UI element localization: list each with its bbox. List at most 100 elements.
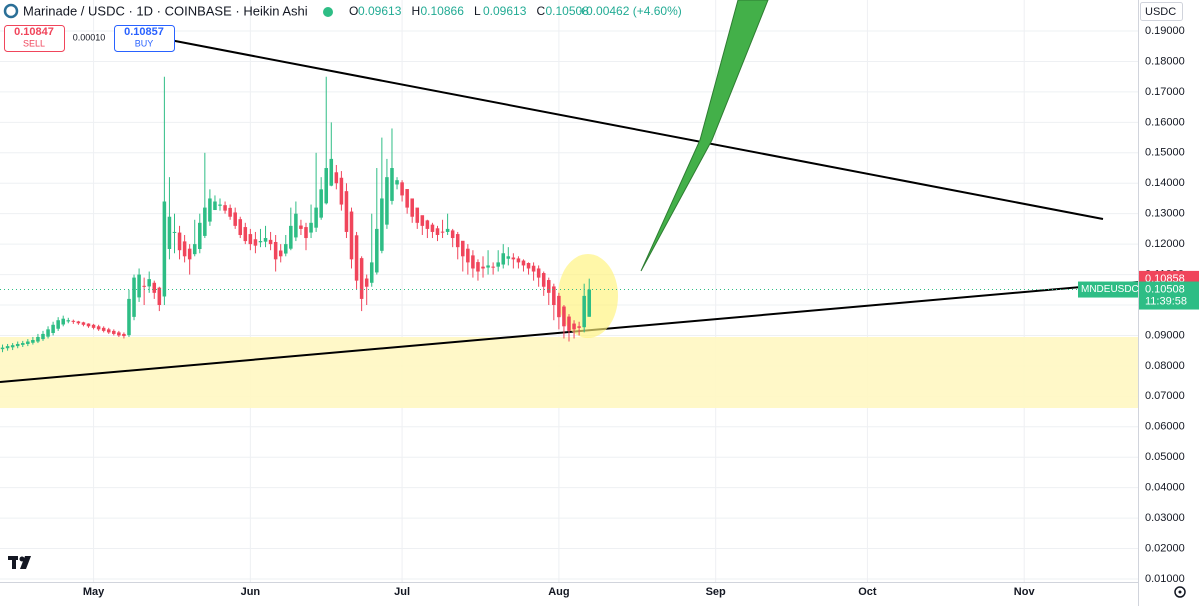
candle-body — [557, 295, 561, 318]
candle-body — [31, 340, 35, 343]
candle-body — [526, 262, 531, 269]
candle-body — [46, 329, 50, 337]
symbol: MNDEUSDC — [1081, 284, 1139, 295]
candle-body — [496, 262, 500, 267]
candle-body — [283, 244, 288, 254]
y-tick-label: 0.03000 — [1145, 512, 1185, 524]
status-dot — [323, 7, 333, 17]
candle-body — [516, 258, 521, 263]
last-price: 0.10508 — [1145, 283, 1185, 295]
x-tick-label: Sep — [706, 586, 726, 598]
candle-body — [501, 253, 506, 265]
settings-icon[interactable] — [1174, 586, 1186, 598]
candle-body — [71, 320, 76, 322]
candle-body — [385, 177, 389, 225]
legend-key: O — [349, 4, 358, 18]
candle-body — [294, 213, 298, 238]
candle-body — [147, 279, 151, 287]
candle-body — [137, 274, 141, 298]
candle-body — [450, 230, 455, 239]
candle-body — [263, 238, 268, 242]
sell-label[interactable]: SELL — [23, 38, 45, 48]
candle-body — [56, 320, 60, 329]
y-tick-label: 0.04000 — [1145, 482, 1185, 494]
candle-body — [122, 333, 126, 337]
candle-body — [572, 323, 576, 330]
legend-value: 0.09613 — [358, 4, 402, 18]
y-tick-label: 0.09000 — [1145, 329, 1185, 341]
chart-title: Marinade / USDC · 1D · COINBASE · Heikin… — [23, 3, 308, 18]
candle-body — [117, 332, 121, 336]
candle-body — [15, 343, 20, 347]
candle-body — [481, 266, 485, 269]
settings-icon-center[interactable] — [1178, 590, 1182, 594]
candle-body — [466, 248, 470, 263]
candle-body — [577, 326, 581, 328]
candle-body — [10, 345, 15, 348]
candle-body — [5, 346, 10, 349]
candle-body — [213, 201, 217, 211]
candle-body — [157, 287, 162, 306]
candle-body — [86, 323, 91, 327]
candle-body — [344, 191, 349, 232]
candle-body — [218, 204, 222, 206]
candle-body — [167, 216, 172, 249]
y-tick-label: 0.16000 — [1145, 116, 1185, 128]
symbol-box — [1078, 281, 1138, 298]
candles — [0, 76, 592, 353]
y-tick-label: 0.18000 — [1145, 55, 1185, 67]
candle-body — [430, 224, 435, 232]
candle-body — [582, 295, 586, 328]
sell-price[interactable]: 0.10847 — [14, 26, 54, 38]
logo — [8, 556, 31, 569]
y-tick-label: 0.07000 — [1145, 390, 1185, 402]
candle-body — [445, 228, 450, 232]
candle-body — [425, 220, 430, 229]
candle-body — [51, 324, 55, 334]
currency-button[interactable] — [1140, 2, 1183, 21]
sell-button[interactable] — [4, 25, 65, 52]
x-tick-label: Aug — [548, 586, 569, 598]
candle-body — [127, 298, 131, 336]
candle-body — [238, 219, 243, 235]
legend-value: 0.09613 — [483, 4, 527, 18]
candle-body — [435, 228, 440, 235]
candle-body — [380, 198, 384, 251]
candle-body — [354, 235, 359, 281]
candle-body — [521, 260, 526, 266]
candle-body — [243, 227, 248, 242]
buy-price[interactable]: 0.10857 — [124, 26, 164, 38]
support-zone — [0, 337, 1138, 408]
candle-body — [152, 282, 157, 293]
candle-body — [309, 222, 313, 233]
x-tick-label: Oct — [858, 586, 877, 598]
candle-body — [541, 273, 546, 287]
currency[interactable]: USDC — [1145, 6, 1176, 18]
candle-body — [233, 212, 237, 226]
y-tick-label: 0.12000 — [1145, 238, 1185, 250]
candle-body — [329, 158, 334, 186]
buy-button[interactable] — [114, 25, 175, 52]
symbol-icon — [3, 3, 19, 19]
candle-body — [96, 326, 101, 330]
candle-body — [91, 324, 96, 328]
candle-body — [132, 277, 136, 317]
candle-body — [20, 343, 25, 345]
candle-body — [177, 232, 182, 251]
candle-body — [304, 227, 308, 239]
x-tick-label: Jun — [241, 586, 261, 598]
candle-body — [364, 278, 369, 287]
candle-body — [187, 248, 192, 260]
candle-body — [369, 262, 374, 283]
candle-body — [36, 336, 40, 342]
candle-body — [253, 239, 258, 246]
buy-label[interactable]: BUY — [135, 38, 154, 48]
candle-body — [273, 241, 278, 260]
resistance-trendline — [169, 39, 1104, 220]
y-tick-label: 0.05000 — [1145, 451, 1185, 463]
candle-body — [471, 255, 475, 269]
candle-body — [546, 280, 551, 293]
candle-body — [395, 180, 399, 185]
